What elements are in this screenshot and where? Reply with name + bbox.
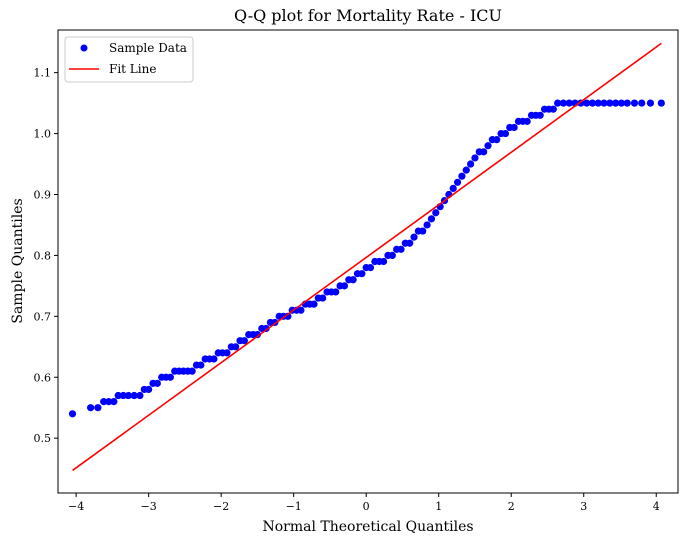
sample-data-point-14 xyxy=(153,379,161,387)
sample-data-point-87 xyxy=(471,154,479,162)
sample-data-point-7 xyxy=(119,391,127,400)
sample-data-point-0 xyxy=(68,410,77,418)
sample-data-point-92 xyxy=(493,136,501,144)
legend: Sample Data Fit Line xyxy=(64,36,194,83)
sample-data-point-86 xyxy=(467,160,475,168)
sample-data-point-96 xyxy=(510,123,518,132)
plot-area xyxy=(68,42,665,472)
sample-data-point-99 xyxy=(523,117,531,125)
fit-line xyxy=(72,42,662,472)
y-tick-label-1: 0.6 xyxy=(34,371,52,384)
y-tick-label-6: 1.1 xyxy=(34,67,52,80)
x-tick-label-3: −1 xyxy=(286,500,302,513)
legend-box xyxy=(64,36,194,83)
sample-data-point-34 xyxy=(240,337,248,345)
sample-data-point-84 xyxy=(458,172,466,180)
x-axis-label: Normal Theoretical Quantiles xyxy=(262,519,473,535)
sample-data-point-118 xyxy=(623,99,631,107)
chart-title: Q-Q plot for Mortality Rate - ICU xyxy=(234,6,502,25)
sample-data-point-3 xyxy=(100,398,108,406)
sample-data-point-44 xyxy=(284,312,292,320)
sample-data-point-61 xyxy=(358,270,366,278)
y-tick-label-5: 1.0 xyxy=(34,128,52,141)
sample-data-point-75 xyxy=(419,227,427,235)
sample-data-point-2 xyxy=(94,404,102,412)
sample-data-point-37 xyxy=(253,331,262,339)
sample-data-point-111 xyxy=(583,99,591,107)
y-tick-label-0: 0.5 xyxy=(34,432,52,445)
sample-data-point-82 xyxy=(449,184,457,192)
y-axis-label: Sample Quantiles xyxy=(10,198,26,323)
x-tick-label-4: 0 xyxy=(363,500,370,513)
axis-ticks: −4 −3 −2 −1 0 1 2 3 4 0.5 0.6 0.7 0.8 0.9 1.0 1.1 xyxy=(34,67,660,513)
sample-data-point-57 xyxy=(340,282,349,290)
x-tick-label-6: 2 xyxy=(508,500,515,513)
x-tick-label-5: 1 xyxy=(435,500,442,513)
sample-data-point-72 xyxy=(406,239,414,247)
sample-data-point-27 xyxy=(210,355,218,363)
sample-data-point-120 xyxy=(638,99,646,107)
sample-data-point-107 xyxy=(559,99,568,107)
sample-data-point-113 xyxy=(594,99,602,107)
sample-data-point-9 xyxy=(130,391,138,400)
sample-data-point-115 xyxy=(606,99,614,107)
sample-data-point-78 xyxy=(432,209,440,217)
sample-data-point-10 xyxy=(136,391,144,400)
sample-data-point-63 xyxy=(366,263,375,272)
sample-data-point-102 xyxy=(536,111,544,119)
sample-data-point-39 xyxy=(262,324,270,333)
sample-data-point-68 xyxy=(388,251,396,260)
sample-data-point-117 xyxy=(617,99,626,107)
sample-data-point-6 xyxy=(114,391,122,400)
sample-data-point-1 xyxy=(87,404,95,412)
sample-data-point-119 xyxy=(630,99,639,107)
sample-data-point-24 xyxy=(197,361,205,369)
sample-data-point-55 xyxy=(332,288,340,296)
sample-data-point-89 xyxy=(480,148,488,156)
x-tick-label-7: 3 xyxy=(580,500,587,513)
sample-data-point-73 xyxy=(410,233,418,241)
sample-data-point-121 xyxy=(646,99,655,107)
x-tick-label-2: −2 xyxy=(213,500,229,513)
sample-data-point-8 xyxy=(124,391,132,400)
sample-data-point-77 xyxy=(427,215,436,223)
sample-data-point-106 xyxy=(554,99,562,107)
sample-data-point-30 xyxy=(223,349,231,357)
sample-data-point-50 xyxy=(310,300,318,308)
sample-data-point-17 xyxy=(166,373,174,381)
sample-data-point-85 xyxy=(462,166,470,174)
x-tick-label-1: −3 xyxy=(141,500,157,513)
sample-data-point-52 xyxy=(319,294,327,302)
sample-data-point-5 xyxy=(110,398,118,406)
x-tick-label-8: 4 xyxy=(653,500,660,513)
sample-data-point-112 xyxy=(588,99,597,107)
legend-label-sample-data: Sample Data xyxy=(109,41,187,55)
axes-frame xyxy=(57,29,679,494)
sample-data-point-59 xyxy=(349,276,357,284)
sample-data-point-83 xyxy=(453,178,462,186)
sample-data-point-116 xyxy=(612,99,620,107)
sample-data-point-105 xyxy=(549,105,557,113)
sample-data-point-90 xyxy=(484,142,492,150)
sample-data-point-122 xyxy=(657,99,665,107)
sample-data-point-32 xyxy=(232,343,240,351)
sample-data-point-4 xyxy=(105,398,113,406)
sample-data-point-70 xyxy=(397,245,405,253)
legend-marker-sample-data xyxy=(80,44,88,52)
sample-data-point-76 xyxy=(423,221,431,229)
sample-data-point-12 xyxy=(145,385,153,394)
sample-data-point-47 xyxy=(297,306,305,314)
sample-data-point-114 xyxy=(600,99,608,107)
sample-data-point-66 xyxy=(379,257,388,266)
sample-data-point-94 xyxy=(501,129,510,138)
sample-data-point-108 xyxy=(565,99,573,107)
y-tick-label-4: 0.9 xyxy=(34,188,52,201)
legend-label-fit-line: Fit Line xyxy=(109,62,156,76)
y-tick-label-3: 0.8 xyxy=(34,249,52,262)
sample-data-point-22 xyxy=(188,367,196,375)
y-tick-label-2: 0.7 xyxy=(34,310,52,323)
x-tick-label-0: −4 xyxy=(68,500,84,513)
